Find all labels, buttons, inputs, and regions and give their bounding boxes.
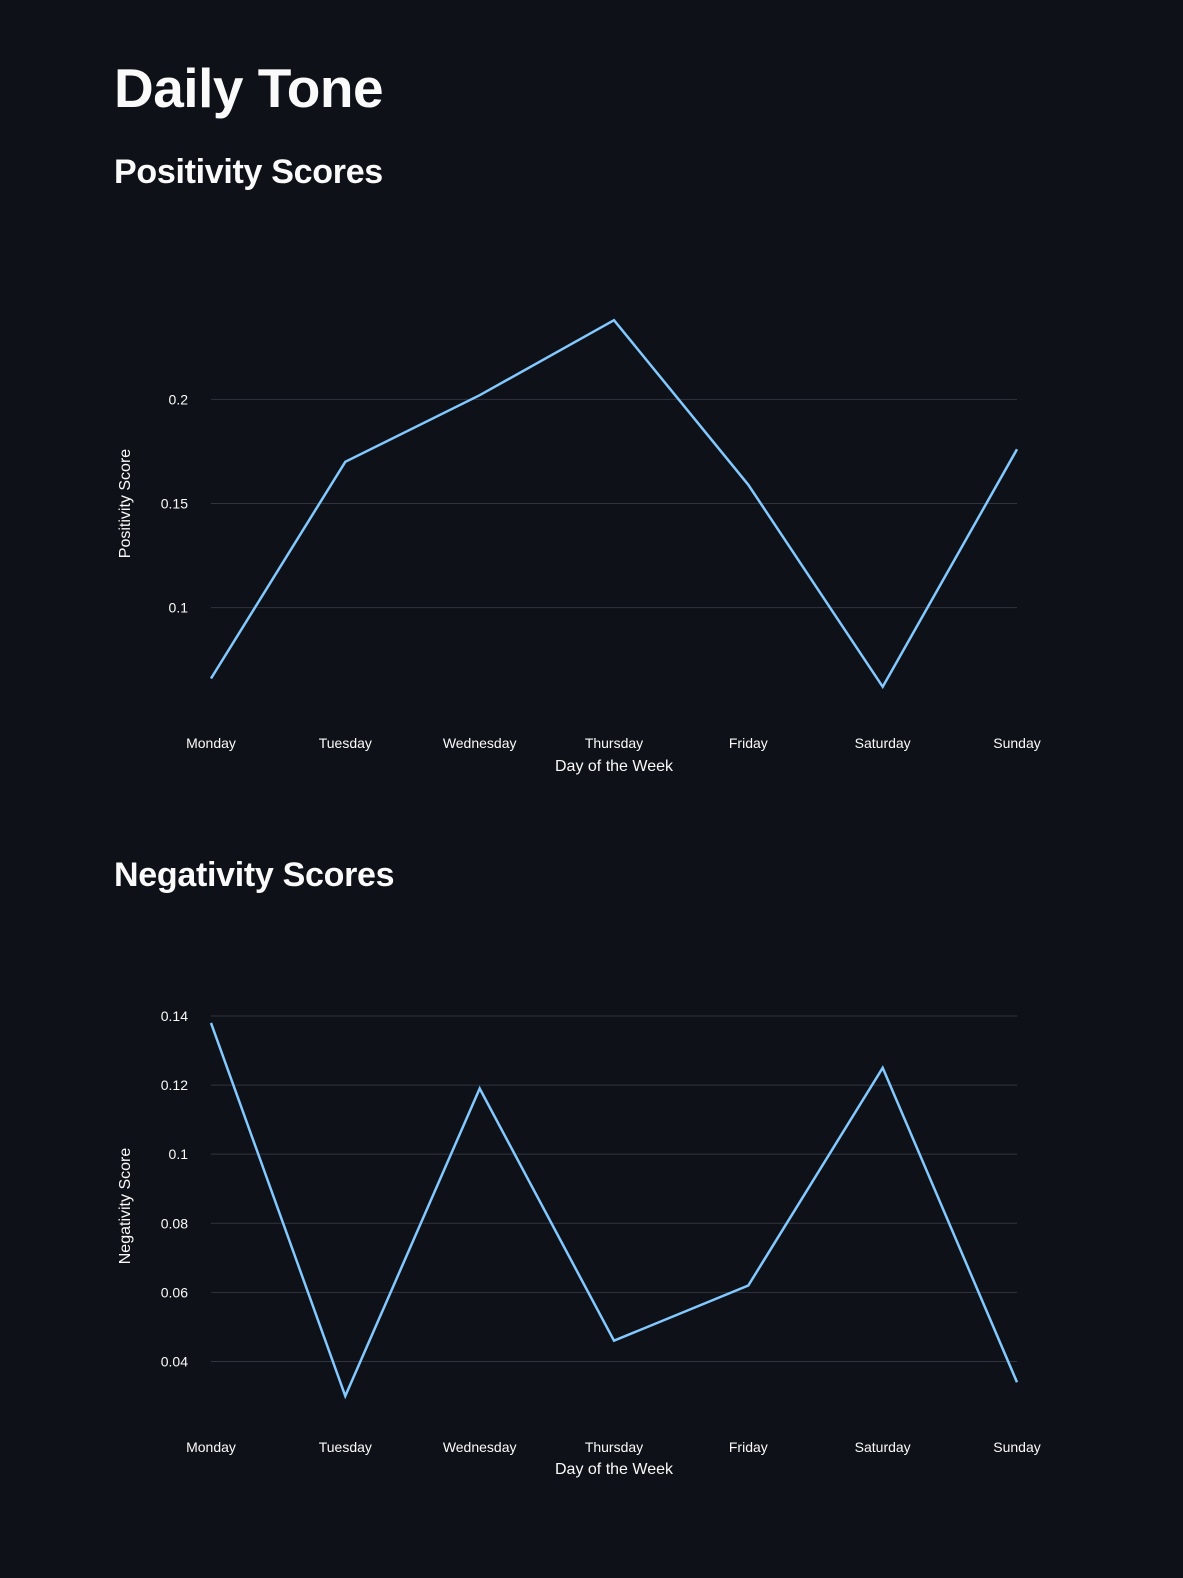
negativity-y-tick-label: 0.12 bbox=[161, 1077, 188, 1093]
positivity-section-title: Positivity Scores bbox=[114, 153, 383, 191]
positivity-data-point[interactable] bbox=[476, 391, 484, 399]
negativity-y-tick-label: 0.1 bbox=[169, 1146, 189, 1162]
positivity-y-tick-label: 0.1 bbox=[169, 600, 189, 616]
negativity-data-point[interactable] bbox=[879, 1064, 887, 1072]
negativity-y-tick-label: 0.06 bbox=[161, 1284, 188, 1300]
negativity-data-point[interactable] bbox=[1013, 1378, 1021, 1386]
positivity-x-tick-label: Wednesday bbox=[443, 735, 517, 751]
negativity-series-line[interactable] bbox=[209, 1022, 1019, 1400]
positivity-x-tick-label: Monday bbox=[186, 735, 236, 751]
positivity-data-point[interactable] bbox=[744, 481, 752, 489]
negativity-x-tick-label: Sunday bbox=[993, 1439, 1040, 1455]
negativity-y-tick-label: 0.14 bbox=[161, 1008, 188, 1024]
negativity-data-point[interactable] bbox=[476, 1085, 484, 1093]
negativity-x-tick-label: Friday bbox=[729, 1439, 768, 1455]
positivity-y-tick-label: 0.15 bbox=[161, 496, 188, 512]
positivity-x-tick-label: Tuesday bbox=[319, 735, 372, 751]
positivity-x-tick-label: Saturday bbox=[855, 735, 911, 751]
negativity-data-point[interactable] bbox=[207, 1019, 215, 1027]
positivity-x-tick-label: Thursday bbox=[585, 735, 643, 751]
positivity-x-tick-label: Friday bbox=[729, 735, 768, 751]
negativity-data-point[interactable] bbox=[341, 1392, 349, 1400]
positivity-y-axis-title: Positivity Score bbox=[117, 449, 134, 558]
negativity-y-tick-label: 0.04 bbox=[161, 1353, 188, 1369]
negativity-x-tick-label: Thursday bbox=[585, 1439, 643, 1455]
negativity-section-title: Negativity Scores bbox=[114, 856, 395, 894]
positivity-x-axis-title: Day of the Week bbox=[555, 758, 674, 775]
negativity-data-point[interactable] bbox=[744, 1281, 752, 1289]
page-title: Daily Tone bbox=[114, 57, 384, 119]
positivity-x-tick-label: Sunday bbox=[993, 735, 1040, 751]
positivity-data-point[interactable] bbox=[610, 316, 618, 324]
positivity-data-point[interactable] bbox=[207, 675, 215, 683]
negativity-data-point[interactable] bbox=[610, 1337, 618, 1345]
negativity-line-chart[interactable]: 0.04 0.06 0.08 0.1 0.12 0.14 Monday Tuesday Wedn… bbox=[0, 980, 1183, 1500]
positivity-series-line[interactable] bbox=[209, 318, 1019, 690]
positivity-data-point[interactable] bbox=[341, 458, 349, 466]
negativity-x-tick-label: Tuesday bbox=[319, 1439, 372, 1455]
negativity-y-tick-label: 0.08 bbox=[161, 1215, 188, 1231]
positivity-data-point[interactable] bbox=[1013, 445, 1021, 453]
negativity-x-tick-label: Wednesday bbox=[443, 1439, 517, 1455]
negativity-x-tick-label: Monday bbox=[186, 1439, 236, 1455]
negativity-x-tick-label: Saturday bbox=[855, 1439, 911, 1455]
positivity-y-tick-label: 0.2 bbox=[169, 391, 189, 407]
positivity-data-point[interactable] bbox=[879, 683, 887, 691]
positivity-line-chart[interactable]: 0.1 0.15 0.2 Monday Tuesday Wednesday Thursday… bbox=[0, 220, 1183, 790]
negativity-y-axis-title: Negativity Score bbox=[117, 1148, 134, 1265]
negativity-x-axis-title: Day of the Week bbox=[555, 1461, 674, 1478]
